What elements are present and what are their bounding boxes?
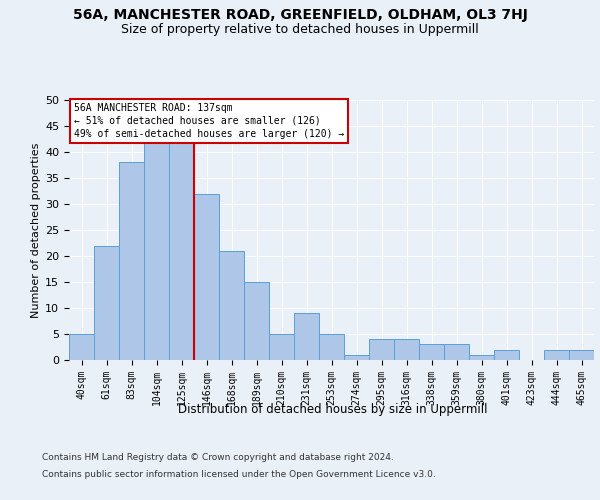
Text: Size of property relative to detached houses in Uppermill: Size of property relative to detached ho…: [121, 22, 479, 36]
Bar: [219, 251, 244, 360]
Text: Contains HM Land Registry data © Crown copyright and database right 2024.: Contains HM Land Registry data © Crown c…: [42, 452, 394, 462]
Text: Contains public sector information licensed under the Open Government Licence v3: Contains public sector information licen…: [42, 470, 436, 479]
Bar: [569, 350, 594, 360]
Bar: [444, 344, 469, 360]
Bar: [244, 282, 269, 360]
Bar: [294, 313, 319, 360]
Bar: [144, 142, 169, 360]
Bar: [544, 350, 569, 360]
Bar: [269, 334, 294, 360]
Bar: [469, 355, 494, 360]
Bar: [369, 339, 394, 360]
Bar: [319, 334, 344, 360]
Text: 56A, MANCHESTER ROAD, GREENFIELD, OLDHAM, OL3 7HJ: 56A, MANCHESTER ROAD, GREENFIELD, OLDHAM…: [73, 8, 527, 22]
Text: 56A MANCHESTER ROAD: 137sqm
← 51% of detached houses are smaller (126)
49% of se: 56A MANCHESTER ROAD: 137sqm ← 51% of det…: [74, 102, 344, 139]
Bar: [344, 355, 369, 360]
Y-axis label: Number of detached properties: Number of detached properties: [31, 142, 41, 318]
Bar: [494, 350, 519, 360]
Text: Distribution of detached houses by size in Uppermill: Distribution of detached houses by size …: [178, 402, 488, 415]
Bar: [394, 339, 419, 360]
Bar: [94, 246, 119, 360]
Bar: [194, 194, 219, 360]
Bar: [419, 344, 444, 360]
Bar: [69, 334, 94, 360]
Bar: [169, 142, 194, 360]
Bar: [119, 162, 144, 360]
